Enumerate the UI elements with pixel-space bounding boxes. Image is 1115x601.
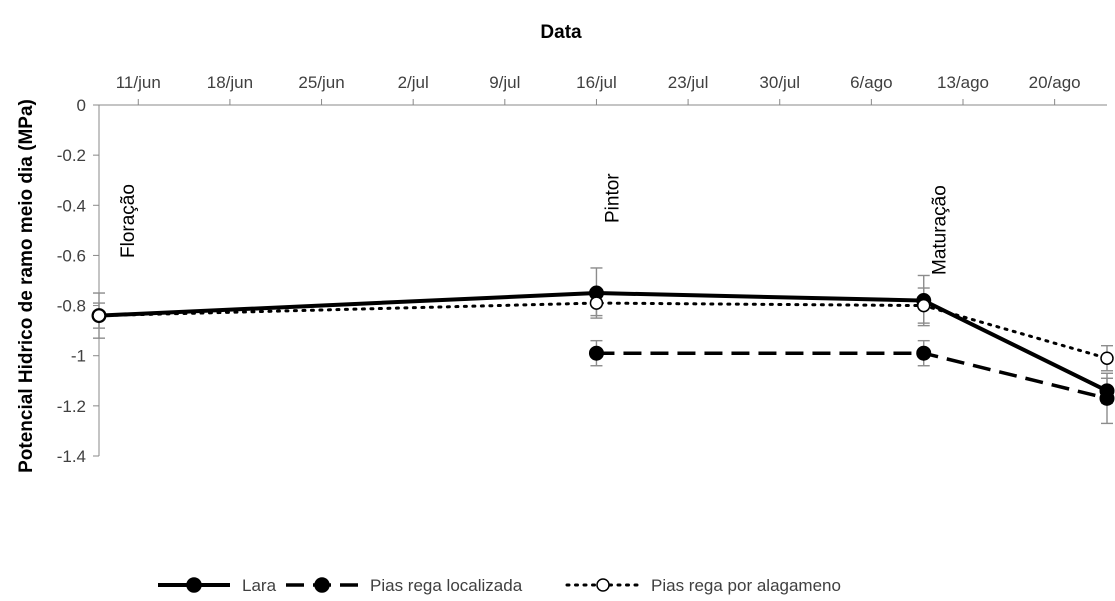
x-tick-label: 18/jun <box>207 73 253 92</box>
data-point-series-3 <box>589 296 604 310</box>
data-point-series-2 <box>916 345 932 361</box>
data-point-series-3 <box>916 298 931 313</box>
y-tick-label: -0.2 <box>57 146 86 165</box>
legend-label: Lara <box>242 576 277 595</box>
data-point-series-2 <box>1099 390 1115 406</box>
x-tick-label: 25/jun <box>298 73 344 92</box>
y-axis-title: Potencial Hidrico de ramo meio dia (MPa) <box>16 99 37 473</box>
series-lines <box>97 291 1109 401</box>
x-tick-label: 9/jul <box>489 73 520 92</box>
y-axis-ticks: 0 -0.2 -0.4 -0.6 -0.8 -1 -1.2 -1.4 <box>57 96 99 466</box>
series-markers <box>91 285 1115 406</box>
y-tick-label: -0.8 <box>57 297 86 316</box>
data-point-series-3 <box>1100 351 1114 365</box>
stage-annotations: Floração Pintor Maturação Maturação <box>118 173 1115 322</box>
x-tick-label: 13/ago <box>937 73 989 92</box>
stage-label: Maturação <box>930 185 951 275</box>
legend-label: Pias rega localizada <box>370 576 523 595</box>
x-tick-label: 20/ago <box>1029 73 1081 92</box>
y-tick-label: -0.6 <box>57 246 86 265</box>
data-point-series-3 <box>92 308 106 323</box>
x-tick-label: 2/jul <box>398 73 429 92</box>
x-tick-label: 30/jul <box>759 73 800 92</box>
legend-swatch-marker <box>314 577 330 593</box>
y-tick-label: -1.2 <box>57 397 86 416</box>
x-tick-label: 6/ago <box>850 73 893 92</box>
data-point-series-2 <box>588 345 604 361</box>
y-tick-label: -1 <box>71 347 86 366</box>
series-line-3 <box>97 301 1109 360</box>
legend: Lara Pias rega localizada Pias rega por al… <box>158 576 841 595</box>
x-axis-title: Data <box>540 22 582 43</box>
y-tick-label: 0 <box>77 96 86 115</box>
series-line-1 <box>98 291 1108 393</box>
series-line-2 <box>596 351 1108 401</box>
y-tick-label: -0.4 <box>57 196 86 215</box>
x-axis-ticks: 11/jun 18/jun 25/jun 2/jul 9/jul 16/jul 23/jul… <box>116 73 1081 105</box>
stage-label: Floração <box>118 184 139 258</box>
x-tick-label: 16/jul <box>576 73 617 92</box>
legend-swatch-marker <box>596 578 610 592</box>
stage-label: Maturação <box>1113 232 1115 322</box>
x-tick-label: 23/jul <box>668 73 709 92</box>
legend-label: Pias rega por alagameno <box>651 576 841 595</box>
y-tick-label: -1.4 <box>57 447 86 466</box>
legend-swatch-marker <box>186 577 202 593</box>
stage-label: Pintor <box>602 173 623 223</box>
x-tick-label: 11/jun <box>116 73 161 92</box>
